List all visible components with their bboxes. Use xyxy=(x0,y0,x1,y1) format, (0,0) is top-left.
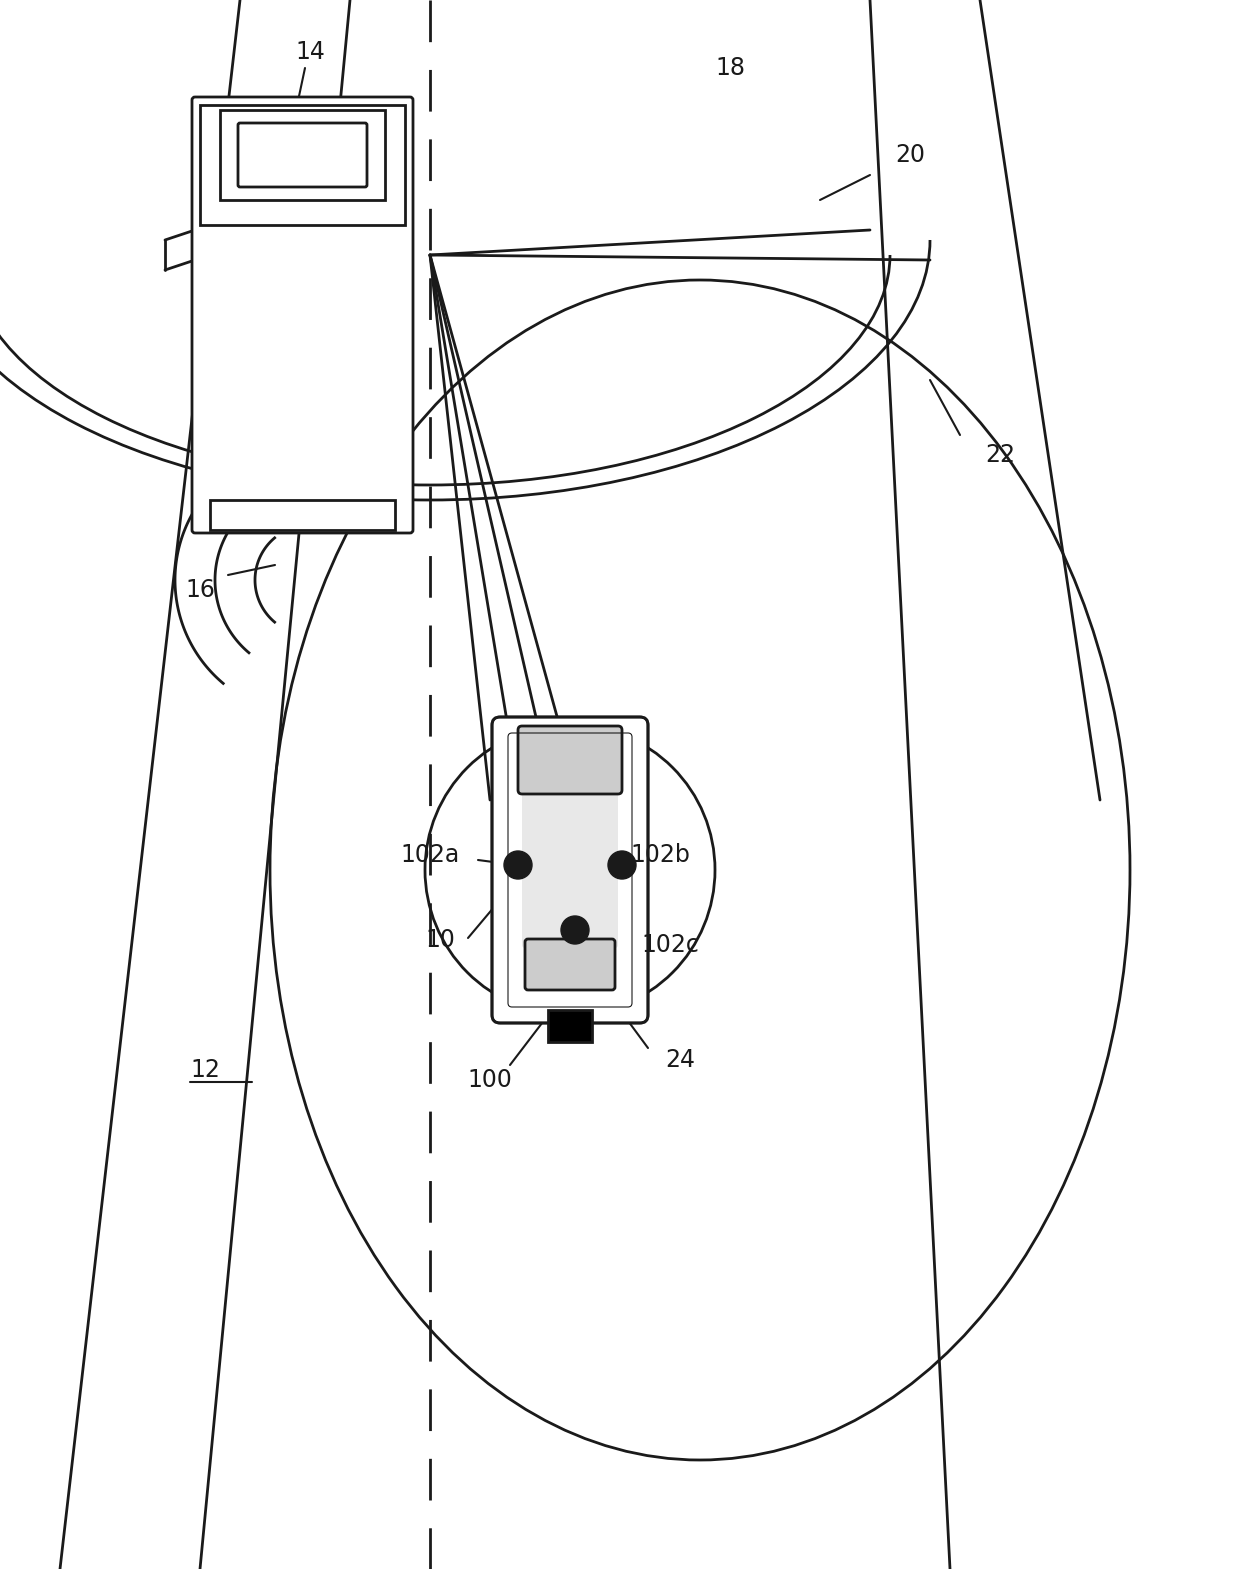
FancyBboxPatch shape xyxy=(492,717,649,1023)
Text: 102a: 102a xyxy=(401,843,460,868)
Text: 102c: 102c xyxy=(641,934,699,957)
FancyBboxPatch shape xyxy=(518,726,622,794)
FancyBboxPatch shape xyxy=(238,122,367,187)
Circle shape xyxy=(503,850,532,879)
Circle shape xyxy=(608,850,636,879)
Text: 20: 20 xyxy=(895,143,925,166)
Bar xyxy=(210,501,396,530)
Bar xyxy=(219,110,384,199)
Text: 18: 18 xyxy=(715,56,745,80)
FancyBboxPatch shape xyxy=(525,938,615,990)
Text: 100: 100 xyxy=(467,1068,512,1092)
Text: 10: 10 xyxy=(425,927,455,952)
FancyBboxPatch shape xyxy=(192,97,413,533)
Text: 22: 22 xyxy=(985,442,1016,468)
Text: 24: 24 xyxy=(665,1048,694,1072)
Text: 16: 16 xyxy=(185,577,215,602)
Text: 14: 14 xyxy=(295,39,325,64)
Bar xyxy=(548,1010,591,1042)
Circle shape xyxy=(560,916,589,945)
Bar xyxy=(200,105,405,224)
Text: 102b: 102b xyxy=(630,843,689,868)
FancyBboxPatch shape xyxy=(522,792,618,948)
Text: 12: 12 xyxy=(190,1058,219,1083)
